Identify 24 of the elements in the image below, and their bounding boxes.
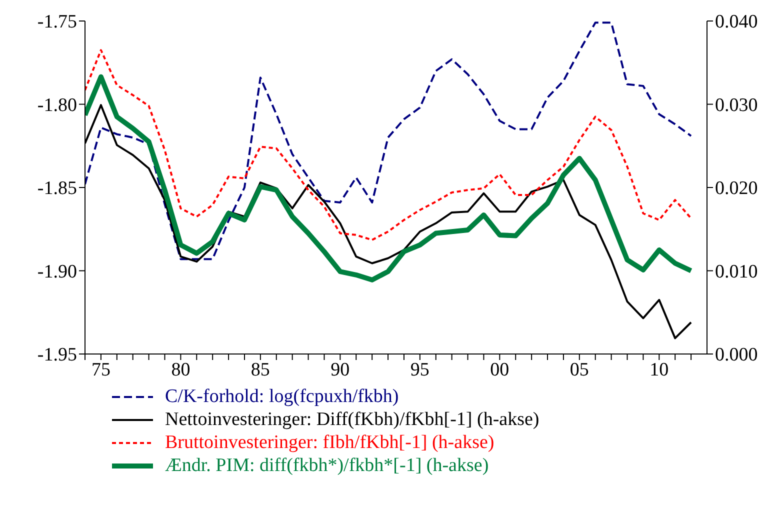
x-tick-label: 75	[91, 359, 110, 380]
x-tick-label: 05	[570, 359, 589, 380]
legend-label: Bruttoinvesteringer: fIbh/fKbh[-1] (h-akse)	[165, 431, 494, 454]
x-tick-label: 90	[330, 359, 350, 380]
legend-label: C/K-forhold: log(fcpuxh/fkbh)	[165, 385, 399, 408]
y-tick-label: -1.75	[37, 12, 77, 33]
y-tick-label: -1.85	[37, 178, 77, 200]
y-tick-label: -1.90	[37, 261, 77, 282]
legend-label: Nettoinvesteringer: Diff(fKbh)/fKbh[-1] (h-akse)	[165, 408, 540, 431]
x-tick-label: 10	[650, 359, 669, 380]
line-series	[85, 22, 692, 260]
y-tick-label: -1.95	[37, 344, 77, 366]
line-series	[85, 49, 692, 241]
y2-tick-label: 0.020	[715, 178, 758, 200]
x-tick-label: 95	[410, 359, 430, 380]
y-tick-label: -1.80	[37, 94, 77, 116]
x-tick-label: 00	[490, 359, 510, 380]
x-tick-label: 85	[250, 359, 270, 380]
y2-tick-label: 0.040	[715, 12, 758, 33]
y2-tick-label: 0.000	[715, 344, 758, 366]
y2-tick-label: 0.010	[715, 261, 758, 282]
x-tick-label: 80	[171, 359, 190, 380]
y2-tick-label: 0.030	[715, 94, 758, 116]
legend-label: Ændr. PIM: diff(fkbh*)/fkbh*[-1] (h-akse)	[165, 454, 489, 477]
